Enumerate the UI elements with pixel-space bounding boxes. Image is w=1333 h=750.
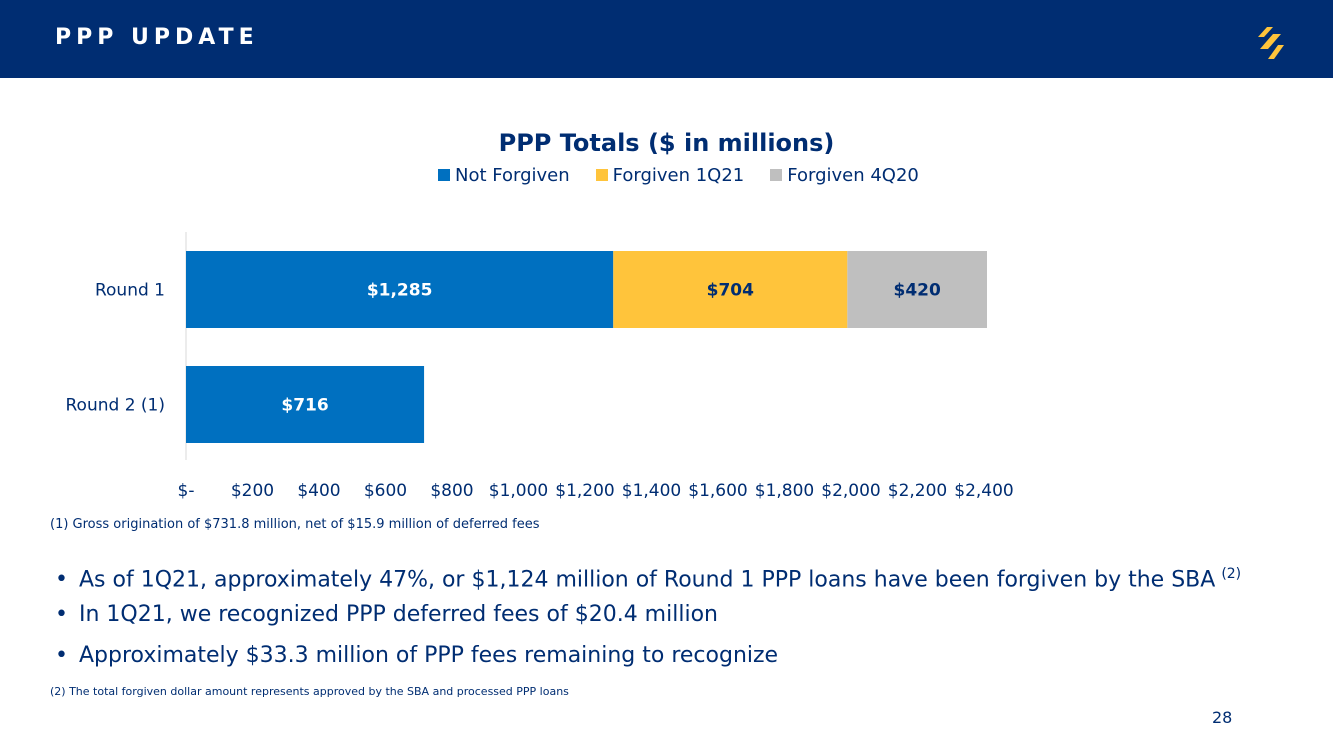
data-label: $704 — [707, 281, 754, 301]
data-label: $420 — [894, 281, 941, 301]
bullet-dot: • — [55, 602, 68, 627]
chart-legend: Not Forgiven Forgiven 1Q21 Forgiven 4Q20 — [438, 164, 945, 186]
x-tick-label: $2,400 — [954, 481, 1013, 501]
bar-segment — [186, 251, 614, 328]
category-label: Round 1 — [95, 281, 165, 301]
legend-swatch — [438, 169, 450, 181]
x-tick-label: $1,000 — [489, 481, 548, 501]
legend-item-not-forgiven: Not Forgiven — [438, 165, 570, 186]
footnote-1: (1) Gross origination of $731.8 million,… — [50, 517, 540, 532]
bullet-dot: • — [55, 643, 68, 668]
x-tick-label: $2,000 — [821, 481, 880, 501]
bar-segment — [613, 251, 848, 328]
bullet-text: Approximately $33.3 million of PPP fees … — [79, 643, 779, 668]
bullet-list: • As of 1Q21, approximately 47%, or $1,12… — [55, 558, 1241, 681]
bar-segment — [847, 251, 987, 328]
bullet-text: As of 1Q21, approximately 47%, or $1,124… — [79, 567, 1216, 593]
legend-item-forgiven-1q21: Forgiven 1Q21 — [595, 164, 745, 186]
bullet-item: • In 1Q21, we recognized PPP deferred fee… — [55, 599, 1241, 640]
bullet-item: • As of 1Q21, approximately 47%, or $1,12… — [55, 558, 1241, 599]
legend-swatch — [595, 169, 608, 181]
bullet-footnote-ref: (2) — [1221, 566, 1242, 582]
x-tick-label: $2,200 — [888, 481, 947, 501]
page-number: 28 — [1212, 708, 1233, 727]
legend-label: Forgiven 4Q20 — [787, 164, 919, 186]
page-title: PPP UPDATE — [55, 25, 259, 50]
legend-label: Forgiven 1Q21 — [612, 164, 745, 186]
company-logo-icon — [1258, 27, 1284, 59]
bullet-text: In 1Q21, we recognized PPP deferred fees… — [79, 602, 718, 627]
x-tick-label: $- — [178, 481, 195, 501]
x-tick-label: $200 — [231, 481, 274, 501]
category-label: Round 2 (1) — [66, 396, 166, 416]
x-tick-label: $600 — [364, 481, 407, 501]
data-label: $716 — [281, 396, 328, 416]
bullet-dot: • — [55, 567, 68, 593]
x-tick-label: $1,400 — [622, 481, 681, 501]
x-tick-label: $800 — [430, 481, 473, 501]
x-tick-label: $400 — [297, 481, 340, 501]
x-tick-label: $1,800 — [755, 481, 814, 501]
legend-label: Not Forgiven — [455, 164, 570, 186]
footnote-2: (2) The total forgiven dollar amount rep… — [50, 685, 569, 698]
bar-segment — [186, 366, 425, 443]
x-tick-label: $1,600 — [688, 481, 747, 501]
legend-item-forgiven-4q20: Forgiven 4Q20 — [770, 165, 919, 186]
data-label: $1,285 — [367, 281, 433, 301]
header-bar: PPP UPDATE — [0, 0, 1333, 78]
ppp-totals-bar-chart: Round 1 $1,285 $704 $420 Round 2 (1) $716 $- $2… — [66, 232, 1014, 501]
legend-swatch — [770, 169, 783, 181]
x-tick-label: $1,200 — [555, 481, 614, 501]
chart-title: PPP Totals ($ in millions) — [498, 129, 835, 157]
bullet-item: • Approximately $33.3 million of PPP fees… — [55, 640, 1241, 681]
